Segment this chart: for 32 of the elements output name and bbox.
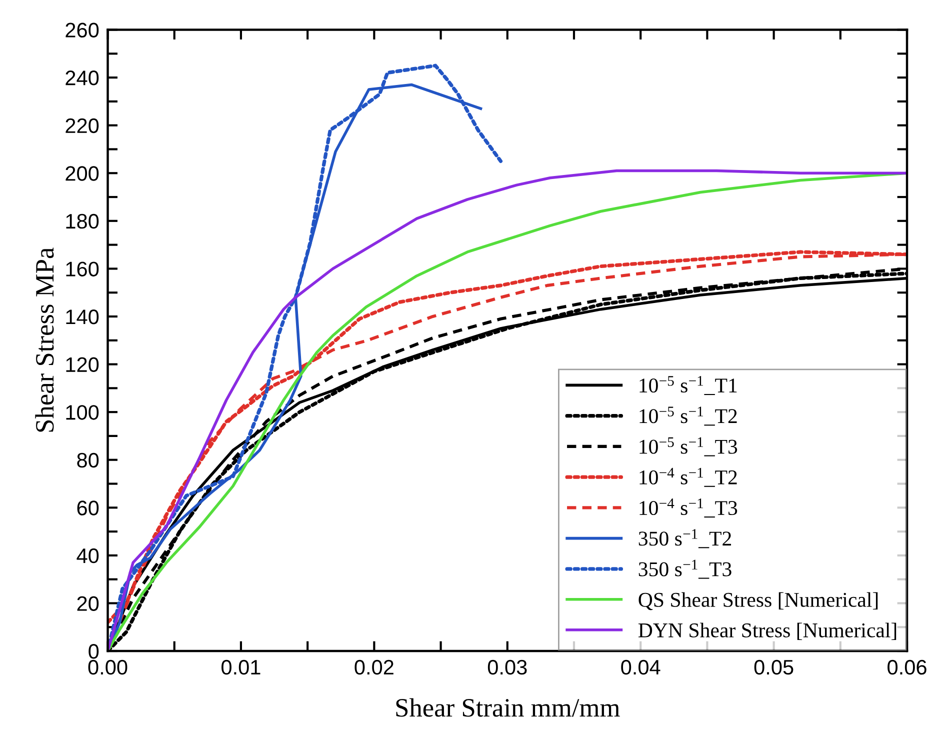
legend-label: DYN Shear Stress [Numerical]	[638, 622, 896, 640]
y-tick-label: 20	[77, 596, 99, 611]
x-tick-label: 0.00	[88, 660, 128, 675]
legend-label: 10$^{−5}$ s$^{−1}$_T1	[640, 376, 737, 396]
legend-label: QS Shear Stress [Numerical]	[638, 592, 878, 610]
y-tick-label: 240	[66, 70, 99, 86]
x-tick-label: 0.05	[754, 660, 794, 675]
y-tick-label: 0	[88, 644, 99, 659]
x-tick-label: 0.02	[354, 660, 394, 675]
y-tick-label: 60	[77, 500, 99, 516]
legend-label: 10$^{−4}$ s$^{−1}$_T3	[640, 498, 738, 518]
x-tick-label: 0.03	[488, 660, 527, 675]
y-tick-label: 180	[66, 214, 99, 229]
y-tick-label: 220	[66, 118, 99, 134]
y-tick-label: 40	[76, 548, 99, 564]
x-tick-label: 0.06	[888, 660, 926, 675]
y-tick-label: 200	[66, 166, 99, 181]
y-tick-label: 140	[66, 309, 99, 324]
legend-label: 350 s$^{−1}$_T2	[638, 529, 732, 548]
y-tick-label: 100	[66, 405, 99, 420]
y-tick-label: 160	[66, 262, 99, 276]
legend-label: 10$^{−4}$ s$^{−1}$_T2	[640, 468, 737, 487]
y-axis-title: Shear Stress MPa	[35, 248, 54, 432]
x-tick-label: 0.04	[621, 660, 660, 675]
x-axis-title: Shear Strain mm/mm	[396, 698, 620, 717]
y-tick-label: 120	[66, 357, 99, 372]
legend-label: 10$^{−5}$ s$^{−1}$_T3	[640, 437, 738, 456]
legend-label: 10$^{−5}$ s$^{−1}$_T2	[640, 406, 737, 426]
y-tick-label: 260	[66, 22, 99, 38]
x-tick-label: 0.01	[222, 660, 260, 675]
legend-label: 350 s$^{−1}$_T3	[638, 560, 732, 579]
y-tick-label: 80	[77, 452, 99, 468]
